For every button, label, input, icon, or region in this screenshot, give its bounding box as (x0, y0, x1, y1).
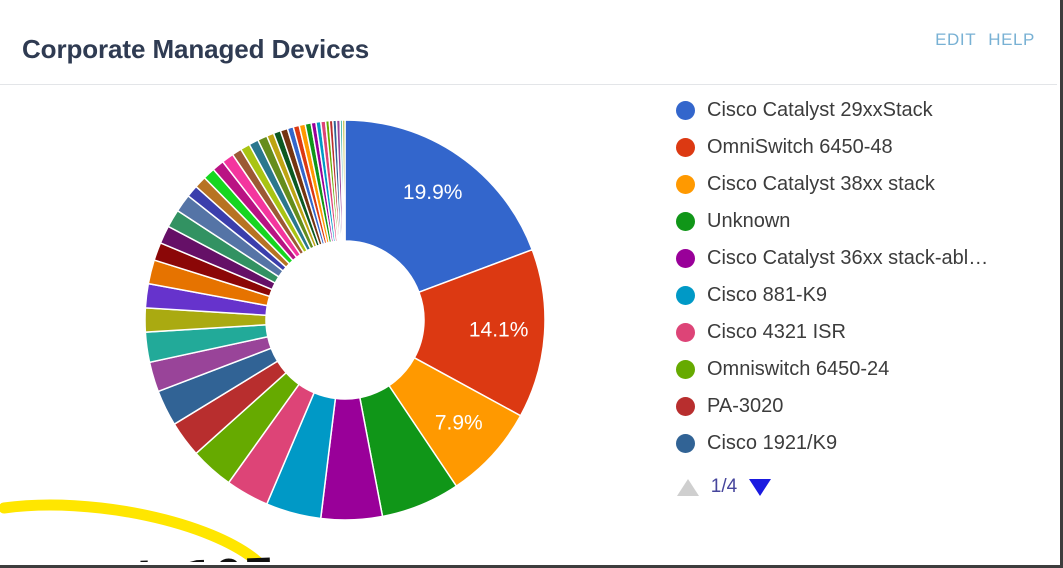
legend-color-swatch-icon (676, 286, 695, 305)
chart-legend: Cisco Catalyst 29xxStack OmniSwitch 6450-… (676, 92, 1046, 498)
donut-slice-percentage-label: 19.9% (403, 181, 463, 204)
legend-color-swatch-icon (676, 323, 695, 342)
legend-item[interactable]: Omniswitch 6450-24 (676, 351, 1046, 388)
legend-item[interactable]: Cisco Catalyst 38xx stack (676, 166, 1046, 203)
legend-prev-page-triangle-up-icon (677, 478, 699, 496)
donut-slice-percentage-label: 14.1% (469, 318, 529, 341)
legend-item-label: Cisco Catalyst 36xx stack-abl… (707, 247, 989, 269)
legend-item[interactable]: Cisco Catalyst 29xxStack (676, 92, 1046, 129)
legend-item-label: PA-3020 (707, 395, 784, 417)
card-body: 19.9% 14.1% 7.9% Cisco Catalyst 29xxStack O… (0, 86, 1057, 562)
header-actions: EDIT HELP (935, 30, 1035, 50)
legend-item-label: Unknown (707, 210, 791, 232)
legend-page-indicator: 1/4 (710, 476, 738, 497)
help-link[interactable]: HELP (988, 30, 1035, 49)
legend-item[interactable]: Cisco 4321 ISR (676, 314, 1046, 351)
legend-item-label: Cisco Catalyst 38xx stack (707, 173, 935, 195)
donut-slice[interactable] (413, 248, 546, 417)
legend-color-swatch-icon (676, 212, 695, 231)
legend-item[interactable]: Cisco 881-K9 (676, 277, 1046, 314)
legend-item[interactable]: OmniSwitch 6450-48 (676, 129, 1046, 166)
legend-item-label: OmniSwitch 6450-48 (707, 136, 893, 158)
legend-color-swatch-icon (676, 175, 695, 194)
legend-item[interactable]: PA-3020 (676, 388, 1046, 425)
legend-color-swatch-icon (676, 138, 695, 157)
legend-item-label: Cisco Catalyst 29xxStack (707, 99, 933, 121)
legend-pager: 1/4 (677, 476, 1046, 498)
legend-item-label: Omniswitch 6450-24 (707, 358, 890, 380)
legend-item-label: Cisco 881-K9 (707, 284, 828, 306)
donut-chart-svg[interactable]: 19.9% 14.1% 7.9% (0, 86, 660, 562)
legend-color-swatch-icon (676, 397, 695, 416)
page-title: Corporate Managed Devices (22, 34, 370, 64)
legend-item[interactable]: Cisco Catalyst 36xx stack-abl… (676, 240, 1046, 277)
legend-item[interactable]: Cisco 1921/K9 (676, 425, 1046, 462)
edit-link[interactable]: EDIT (935, 30, 977, 49)
donut-slice-percentage-label: 7.9% (435, 411, 483, 434)
donut-slice[interactable] (341, 119, 346, 242)
legend-item-label: Cisco 1921/K9 (707, 432, 838, 454)
legend-color-swatch-icon (676, 101, 695, 120)
card-header: Corporate Managed Devices EDIT HELP (0, 4, 1057, 85)
legend-next-page-triangle-down-icon[interactable] (749, 478, 771, 496)
donut-chart[interactable]: 19.9% 14.1% 7.9% (0, 86, 660, 562)
legend-item-label: Cisco 4321 ISR (707, 321, 846, 343)
legend-color-swatch-icon (676, 434, 695, 453)
legend-item[interactable]: Unknown (676, 203, 1046, 240)
legend-color-swatch-icon (676, 249, 695, 268)
legend-color-swatch-icon (676, 360, 695, 379)
donut-slice[interactable] (344, 119, 534, 294)
